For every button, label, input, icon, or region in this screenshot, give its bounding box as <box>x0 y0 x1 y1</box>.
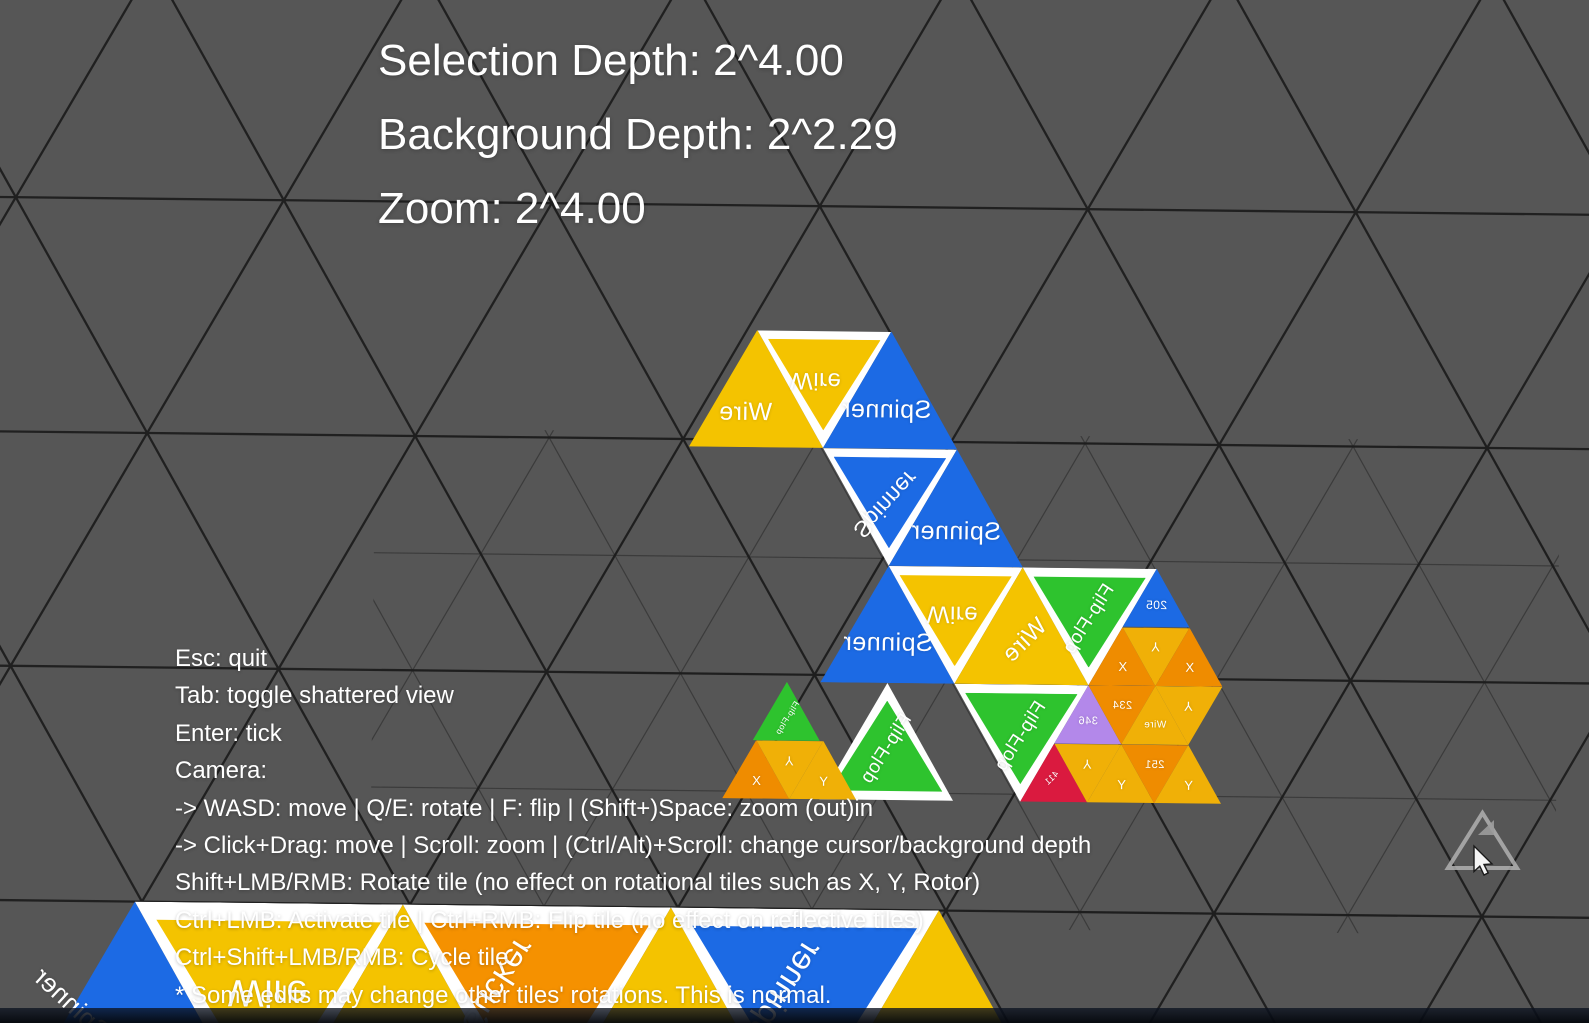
depth-stats: Selection Depth: 2^4.00 Background Depth… <box>378 24 898 246</box>
tile-y[interactable]: Y <box>1154 745 1222 804</box>
up-triangle-shape <box>1155 627 1223 686</box>
tile-spinner[interactable]: Spinner <box>823 331 958 450</box>
help-line: Camera: <box>175 757 268 785</box>
help-line: Shift+LMB/RMB: Rotate tile (no effect on… <box>175 869 981 897</box>
help-line: -> Click+Drag: move | Scroll: zoom | (Ct… <box>175 832 1092 860</box>
help-line: * Some edits may change other tiles' rot… <box>175 981 832 1009</box>
tile-label: Spinner <box>841 394 932 424</box>
tile-x[interactable]: X <box>1155 627 1223 686</box>
up-triangle-shape <box>1154 745 1222 804</box>
tile-label: Y <box>1184 698 1194 714</box>
zoom-label: Zoom: 2^4.00 <box>378 184 646 233</box>
help-line: Enter: tick <box>175 719 282 747</box>
tile-spinner[interactable]: Spinner <box>889 449 1024 568</box>
down-triangle-shape <box>1155 686 1223 745</box>
up-triangle-shape <box>823 331 958 450</box>
tile-label: X <box>1184 660 1194 676</box>
tile-label: 205 <box>1145 598 1168 613</box>
help-line: -> WASD: move | Q/E: rotate | F: flip | … <box>175 794 874 822</box>
bottom-bar <box>0 1008 1589 1023</box>
help-line: Ctrl+Shift+LMB/RMB: Cycle tile <box>175 944 509 972</box>
help-line: Tab: toggle shattered view <box>175 682 454 710</box>
background-depth-label: Background Depth: 2^2.29 <box>378 110 898 159</box>
tile-y[interactable]: Y <box>1155 686 1223 745</box>
help-line: Esc: quit <box>175 645 268 672</box>
tile-label: Y <box>1183 777 1193 793</box>
controls-help: Esc: quit Tab: toggle shattered view Ent… <box>175 640 1091 1014</box>
up-triangle-shape <box>889 449 1024 568</box>
tile-label: Spinner <box>911 516 1002 546</box>
help-line: Ctrl+LMB: Activate tile | Ctrl+RMB: Flip… <box>175 906 924 934</box>
tile-205[interactable]: 205 <box>1123 568 1191 627</box>
selection-depth-label: Selection Depth: 2^4.00 <box>378 36 844 85</box>
